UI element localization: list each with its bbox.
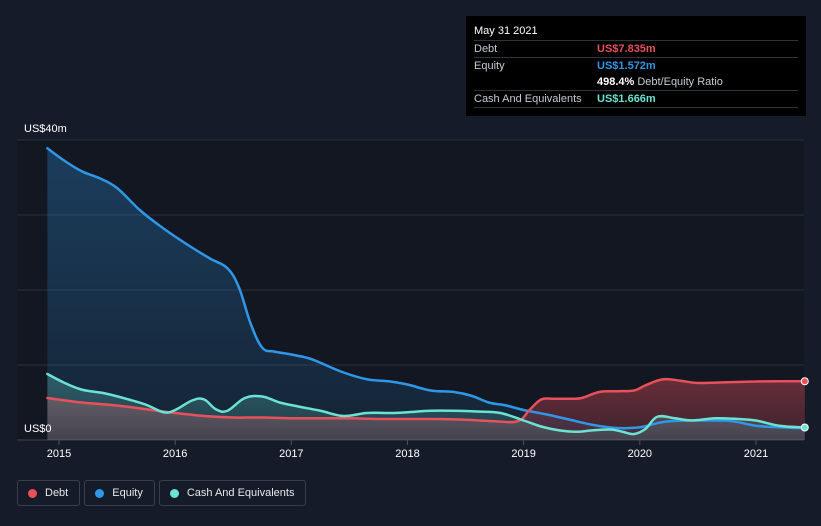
legend-item-cash[interactable]: Cash And Equivalents	[158, 480, 307, 506]
tooltip: May 31 2021 Debt US$7.835m Equity US$1.5…	[466, 16, 806, 116]
legend-item-equity[interactable]: Equity	[84, 480, 155, 506]
x-tick-label-2020: 2020	[628, 448, 652, 460]
line-equity	[46, 147, 807, 430]
x-tick-label-2018: 2018	[395, 448, 419, 460]
tooltip-ratio-spacer	[474, 74, 597, 90]
legend-dot-equity-icon	[95, 488, 105, 498]
tooltip-equity-label: Equity	[474, 60, 505, 72]
series-areas	[47, 148, 805, 440]
legend-item-debt[interactable]: Debt	[17, 480, 81, 506]
tooltip-debt-label: Debt	[474, 43, 498, 55]
series-lines	[46, 147, 807, 436]
tooltip-debt-row: Debt US$7.835m	[474, 41, 798, 58]
x-tick-label-2019: 2019	[511, 448, 535, 460]
legend-label-cash: Cash And Equivalents	[186, 487, 295, 499]
tooltip-equity-row: Equity US$1.572m	[474, 58, 798, 74]
tooltip-ratio-label: Debt/Equity Ratio	[637, 76, 723, 88]
line-cash	[46, 372, 807, 436]
area-cash	[47, 374, 805, 440]
x-tick-label-2017: 2017	[279, 448, 303, 460]
tooltip-cash-value: US$1.666m	[597, 93, 656, 105]
legend-label-debt: Debt	[45, 487, 69, 499]
series-end-markers	[800, 377, 809, 432]
area-equity	[47, 148, 805, 440]
tooltip-debt-value: US$7.835m	[597, 43, 656, 55]
x-tick-label-2016: 2016	[163, 448, 187, 460]
tooltip-ratio-value: 498.4%	[597, 76, 635, 88]
y-axis-min-label: US$0	[24, 423, 52, 435]
tooltip-equity-value: US$1.572m	[597, 60, 656, 72]
end-marker-cash	[800, 423, 809, 432]
legend-label-equity: Equity	[112, 487, 143, 499]
tooltip-date: May 31 2021	[474, 24, 798, 41]
x-tick-label-2015: 2015	[47, 448, 71, 460]
tooltip-cash-row: Cash And Equivalents US$1.666m	[474, 91, 798, 108]
tooltip-cash-label: Cash And Equivalents	[474, 93, 582, 105]
line-debt	[46, 377, 807, 424]
legend-dot-debt-icon	[28, 488, 37, 498]
legend-dot-cash-icon	[169, 488, 179, 498]
x-tick-label-2021: 2021	[744, 448, 768, 460]
end-marker-debt	[800, 377, 809, 386]
tooltip-ratio-row: 498.4% Debt/Equity Ratio	[474, 74, 798, 91]
x-axis-ticks: 2015 2016 2017 2018 2019 2020 2021	[47, 440, 768, 460]
chart-legend: Debt Equity Cash And Equivalents	[17, 480, 307, 508]
y-axis-max-label: US$40m	[24, 123, 67, 135]
